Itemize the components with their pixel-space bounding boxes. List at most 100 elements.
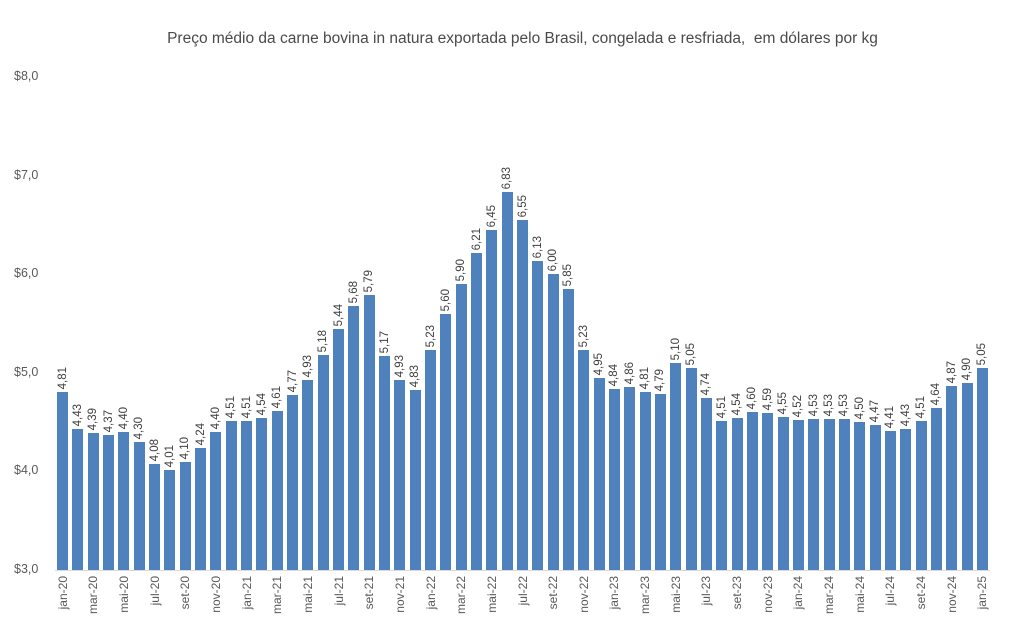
bar-slot: 5,05 xyxy=(683,77,698,570)
bar-value-label: 5,10 xyxy=(669,337,682,360)
bar xyxy=(731,418,743,570)
bar xyxy=(271,411,283,570)
x-tick-label: mar-22 xyxy=(454,576,469,615)
bar-value-label: 4,74 xyxy=(700,372,713,395)
bar xyxy=(133,442,145,570)
bar-value-label: 4,54 xyxy=(731,392,744,415)
bar-slot: 4,47 xyxy=(867,77,882,570)
bar-slot: 4,64 xyxy=(929,77,944,570)
x-tick-label: mai-22 xyxy=(484,576,499,613)
bar xyxy=(164,470,176,570)
bar xyxy=(823,419,835,570)
bar-value-label: 4,93 xyxy=(301,354,314,377)
bar xyxy=(608,389,620,570)
bar-value-label: 4,77 xyxy=(286,369,299,392)
bar-slot: 4,61 mar-21 xyxy=(270,77,285,614)
y-tick-label: $3,0 xyxy=(14,562,39,576)
bar-slot: 4,41 jul-24 xyxy=(883,77,898,606)
bar-slot: 5,23 jan-22 xyxy=(423,77,438,610)
bar xyxy=(348,306,360,570)
bar xyxy=(854,422,866,570)
bar xyxy=(976,368,988,570)
bar-value-label: 4,37 xyxy=(102,409,115,432)
x-tick-label: mar-20 xyxy=(86,576,101,615)
bar xyxy=(547,274,559,570)
bar xyxy=(532,261,544,570)
bar-value-label: 4,51 xyxy=(715,395,728,418)
bar xyxy=(455,284,467,570)
bar xyxy=(241,421,253,570)
bar xyxy=(57,392,69,570)
bar-slot: 5,05 jan-25 xyxy=(975,77,990,610)
x-tick-label: set-24 xyxy=(914,576,929,610)
bar-slot: 4,10 set-20 xyxy=(178,77,193,610)
bar-value-label: 4,84 xyxy=(608,363,621,386)
bar-value-label: 5,05 xyxy=(976,342,989,365)
bar xyxy=(562,289,574,570)
bar-slot: 5,17 xyxy=(377,77,392,570)
bar-slot: 4,51 xyxy=(714,77,729,570)
bar xyxy=(654,394,666,570)
bar-value-label: 4,40 xyxy=(117,406,130,429)
x-tick-label: set-22 xyxy=(546,576,561,610)
x-tick-label: mar-23 xyxy=(638,576,653,615)
bar xyxy=(593,378,605,570)
bar xyxy=(762,413,774,570)
bar-value-label: 4,79 xyxy=(654,368,667,391)
bar-value-label: 4,61 xyxy=(271,385,284,408)
bar xyxy=(425,350,437,570)
bar-slot: 4,81 mar-23 xyxy=(637,77,652,614)
bar-value-label: 4,24 xyxy=(194,422,207,445)
bar-value-label: 4,87 xyxy=(945,360,958,383)
bar-slot: 5,18 xyxy=(316,77,331,570)
x-tick-label: jul-21 xyxy=(331,576,346,606)
bar-slot: 4,51 set-24 xyxy=(913,77,928,610)
bar xyxy=(486,230,498,570)
bar xyxy=(578,350,590,570)
bar xyxy=(256,418,268,570)
bar-value-label: 4,81 xyxy=(56,366,69,389)
bar xyxy=(915,421,927,570)
x-tick-label: jul-24 xyxy=(883,576,898,606)
x-tick-label: nov-21 xyxy=(392,576,407,613)
bar-slot: 4,81 jan-20 xyxy=(55,77,70,610)
x-tick-label: mai-21 xyxy=(300,576,315,613)
bar-slot: 4,93 mai-21 xyxy=(300,77,315,613)
bar-slot: 6,45 mai-22 xyxy=(484,77,499,613)
bar-slot: 4,93 nov-21 xyxy=(392,77,407,613)
bar-slot: 4,01 xyxy=(162,77,177,570)
bar-value-label: 4,60 xyxy=(746,386,759,409)
bar xyxy=(103,435,115,570)
y-tick-label: $4,0 xyxy=(14,463,39,478)
bar xyxy=(838,419,850,570)
bar xyxy=(179,462,191,570)
bar-value-label: 5,23 xyxy=(424,324,437,347)
bar xyxy=(777,417,789,570)
bar xyxy=(302,380,314,570)
x-tick-label: mai-23 xyxy=(668,576,683,613)
bar-slot: 4,90 xyxy=(959,77,974,570)
bar-value-label: 4,95 xyxy=(593,352,606,375)
bar-slot: 4,54 xyxy=(254,77,269,570)
bar xyxy=(624,387,636,570)
bar-slot: 4,52 jan-24 xyxy=(791,77,806,610)
bar-slot: 4,08 jul-20 xyxy=(147,77,162,606)
bar-slot: 4,24 xyxy=(193,77,208,570)
x-tick-label: jul-22 xyxy=(515,576,530,606)
bar-slot: 4,53 xyxy=(806,77,821,570)
bar-value-label: 4,54 xyxy=(255,392,268,415)
bar-slot: 4,40 mai-20 xyxy=(116,77,131,613)
bar xyxy=(930,408,942,570)
bar-value-label: 4,08 xyxy=(148,438,161,461)
bar-value-label: 4,43 xyxy=(71,403,84,426)
x-tick-label: set-23 xyxy=(730,576,745,610)
x-tick-label: set-20 xyxy=(178,576,193,610)
y-tick-label: $8,0 xyxy=(14,69,39,83)
bar-slot: 4,79 xyxy=(653,77,668,570)
chart-title: Preço médio da carne bovina in natura ex… xyxy=(167,30,878,47)
bar-slot: 6,21 xyxy=(469,77,484,570)
bar-slot: 5,90 mar-22 xyxy=(454,77,469,614)
bar-value-label: 5,60 xyxy=(439,288,452,311)
x-tick-label: jan-23 xyxy=(607,576,622,610)
